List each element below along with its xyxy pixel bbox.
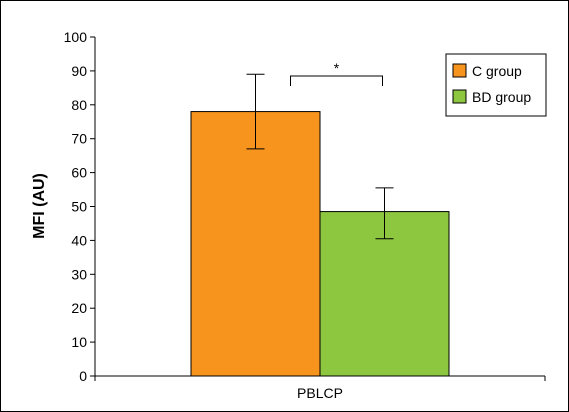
- y-tick-label: 30: [71, 266, 87, 282]
- y-tick-label: 70: [71, 131, 87, 147]
- y-tick-label: 0: [79, 368, 87, 384]
- legend-label-c-group: C group: [472, 63, 522, 79]
- significance-marker: *: [334, 60, 340, 76]
- y-tick-label: 20: [71, 300, 87, 316]
- x-category-label: PBLCP: [297, 385, 343, 401]
- y-tick-label: 100: [64, 29, 88, 45]
- legend: C group BD group: [445, 53, 547, 117]
- significance-bracket: [290, 75, 383, 86]
- legend-swatch-bd-group: [452, 89, 467, 104]
- plot-area: * 0 10 20 30 40 50 60 70 80 90 100 PBLCP: [64, 29, 546, 401]
- y-tick-label: 60: [71, 165, 87, 181]
- legend-swatch-c-group: [452, 63, 467, 78]
- y-tick-label: 40: [71, 232, 87, 248]
- legend-label-bd-group: BD group: [472, 89, 531, 105]
- bar-c-group: [190, 111, 321, 377]
- y-axis-title: MFI (AU): [31, 173, 48, 239]
- y-tick-label: 80: [71, 97, 87, 113]
- y-tick-label: 10: [71, 334, 87, 350]
- y-tick-label: 50: [71, 199, 87, 215]
- y-tick-label: 90: [71, 63, 87, 79]
